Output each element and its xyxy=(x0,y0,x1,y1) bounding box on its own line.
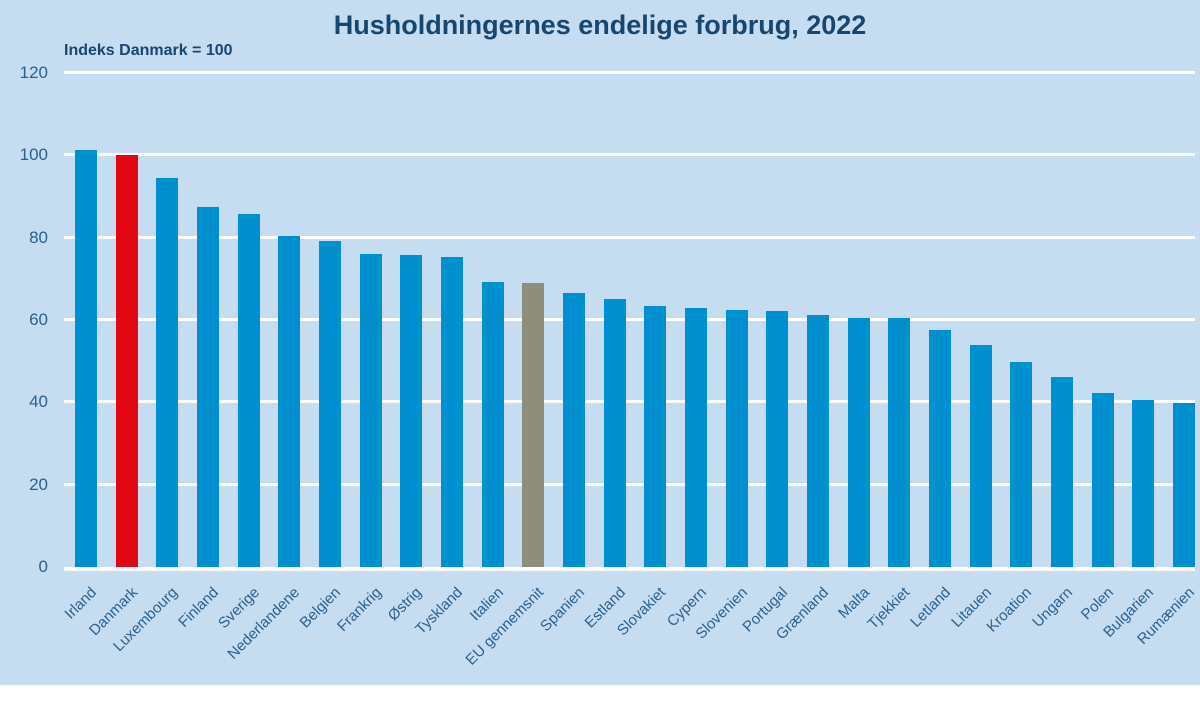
bar-grænland xyxy=(807,315,829,567)
gridline-120 xyxy=(64,71,1195,74)
bar-luxembourg xyxy=(156,178,178,567)
bar-sverige xyxy=(238,214,260,567)
gridline-40 xyxy=(64,400,1195,403)
bar-ungarn xyxy=(1051,377,1073,567)
bar-cypern xyxy=(685,308,707,567)
bar-belgien xyxy=(319,241,341,567)
gridline-100 xyxy=(64,153,1195,156)
bar-nederlandene xyxy=(278,236,300,567)
bar-østrig xyxy=(400,255,422,567)
y-tick-label-100: 100 xyxy=(19,145,48,164)
bar-eu-gennemsnit xyxy=(522,283,544,567)
bar-bulgarien xyxy=(1132,400,1154,567)
chart-title: Husholdningernes endelige forbrug, 2022 xyxy=(333,10,867,40)
bar-irland xyxy=(75,150,97,567)
y-tick-label-120: 120 xyxy=(19,63,48,82)
y-tick-label-0: 0 xyxy=(38,557,48,576)
bar-spanien xyxy=(563,293,585,567)
bar-tyskland xyxy=(441,257,463,567)
bar-estland xyxy=(604,299,626,567)
y-tick-label-40: 40 xyxy=(29,392,48,411)
gridline-20 xyxy=(64,483,1195,486)
bar-portugal xyxy=(766,311,788,567)
gridline-80 xyxy=(64,236,1195,239)
bar-tjekkiet xyxy=(888,318,910,567)
bar-polen xyxy=(1092,393,1114,567)
y-tick-label-20: 20 xyxy=(29,475,48,494)
bar-litauen xyxy=(970,345,992,567)
bar-finland xyxy=(197,207,219,567)
bar-chart: Husholdningernes endelige forbrug, 2022 … xyxy=(0,0,1200,685)
y-tick-label-60: 60 xyxy=(29,310,48,329)
bar-italien xyxy=(482,282,504,567)
y-axis-note: Indeks Danmark = 100 xyxy=(64,42,233,59)
bar-slovenien xyxy=(726,310,748,567)
x-axis-baseline xyxy=(64,567,1195,571)
bar-kroation xyxy=(1010,362,1032,567)
bar-malta xyxy=(848,318,870,567)
bar-slovakiet xyxy=(644,306,666,567)
gridline-60 xyxy=(64,318,1195,321)
bar-frankrig xyxy=(360,254,382,567)
y-tick-label-80: 80 xyxy=(29,228,48,247)
bar-rumænien xyxy=(1173,403,1195,567)
bar-danmark xyxy=(116,155,138,567)
bar-letland xyxy=(929,330,951,567)
